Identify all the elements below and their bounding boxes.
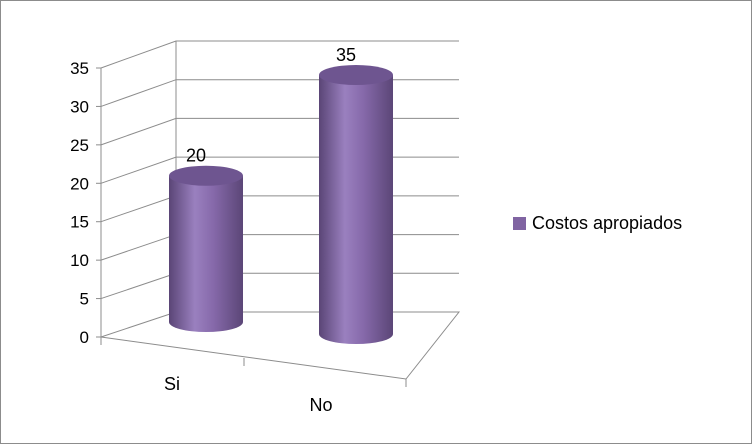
- gridline: [100, 79, 459, 107]
- gridline: [100, 156, 459, 184]
- y-tick-label: 30: [70, 97, 89, 116]
- bar-body: [169, 175, 243, 332]
- x-tick-label: Si: [164, 374, 180, 394]
- y-tick-label: 15: [70, 213, 89, 232]
- bar-top: [319, 65, 393, 85]
- gridline: [100, 272, 459, 300]
- x-tick-label: No: [309, 395, 332, 415]
- y-tick-label: 25: [70, 136, 89, 155]
- y-tick-label: 5: [80, 290, 89, 309]
- gridline: [100, 195, 459, 223]
- y-tick-label: 35: [70, 59, 89, 78]
- gridline: [100, 234, 459, 261]
- y-tick-label: 20: [70, 174, 89, 193]
- data-label: 35: [336, 45, 356, 65]
- bar-body: [319, 75, 393, 344]
- data-label: 20: [186, 146, 206, 166]
- legend: Costos apropiados: [513, 213, 682, 234]
- bar: [319, 65, 393, 344]
- gridline: [100, 117, 459, 146]
- legend-swatch: [513, 217, 526, 230]
- gridline: [100, 40, 459, 69]
- legend-label: Costos apropiados: [532, 213, 683, 233]
- bar: [169, 165, 243, 332]
- bar-top: [169, 165, 243, 186]
- y-tick-label: 0: [80, 328, 89, 347]
- floor: [100, 311, 461, 380]
- y-tick-label: 10: [70, 251, 89, 270]
